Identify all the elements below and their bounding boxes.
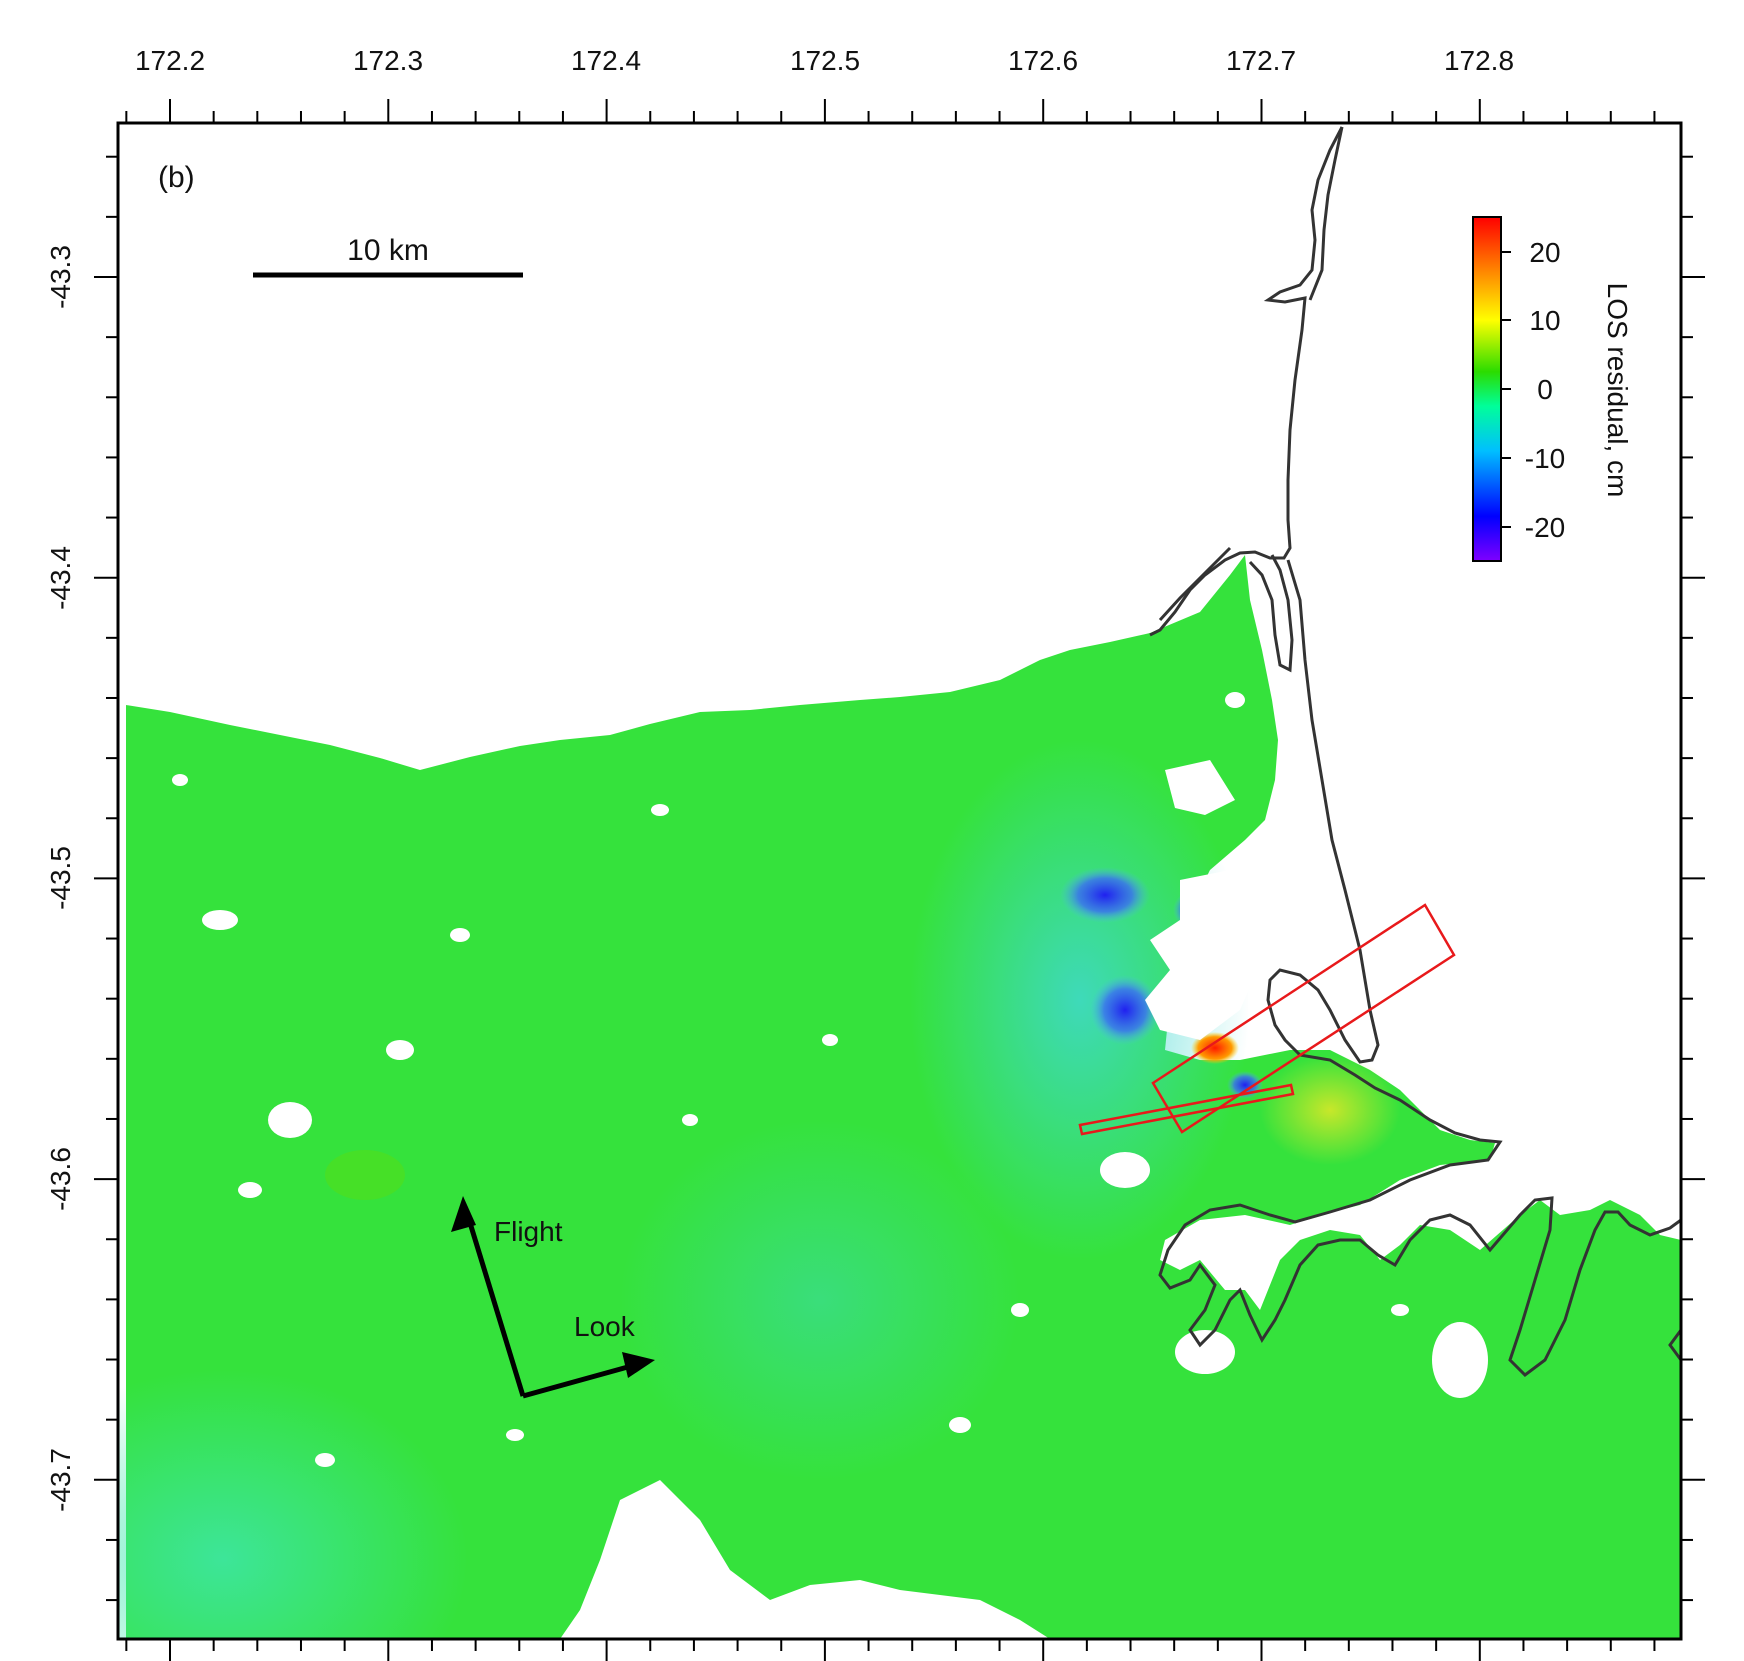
flight-arrow <box>464 1212 526 1397</box>
decorrelation-holes <box>172 692 1488 1467</box>
coastline <box>1149 126 1682 1377</box>
flight-look-arrows: Flight Look <box>451 1196 655 1399</box>
fault-plane-small <box>1078 1083 1295 1136</box>
x-tick-label: 172.8 <box>1444 45 1514 76</box>
colorbar-tick-label: 20 <box>1529 237 1560 268</box>
x-tick-label: 172.6 <box>1008 45 1078 76</box>
x-tick-labels: 172.2 172.3 172.4 172.5 172.6 172.7 172.… <box>135 45 1514 76</box>
colorbar-tick-label: 0 <box>1537 374 1553 405</box>
scale-bar: 10 km <box>253 234 523 278</box>
look-label: Look <box>574 1311 636 1342</box>
colorbar: 20 10 0 -10 -20 LOS residual, cm <box>1472 216 1633 562</box>
x-tick-label: 172.4 <box>571 45 641 76</box>
scale-bar-label: 10 km <box>347 234 429 267</box>
flight-arrow-head <box>451 1196 476 1232</box>
colorbar-title: LOS residual, cm <box>1602 283 1633 498</box>
y-tick-label: -43.4 <box>45 546 76 610</box>
colorbar-tick-label: 10 <box>1529 305 1560 336</box>
colorbar-ramp <box>1472 216 1502 562</box>
y-tick-label: -43.7 <box>45 1448 76 1512</box>
x-tick-label: 172.7 <box>1226 45 1296 76</box>
cyan-east-tint <box>910 740 1250 1260</box>
x-tick-label: 172.3 <box>353 45 423 76</box>
y-tick-labels: -43.3 -43.4 -43.5 -43.6 -43.7 <box>45 245 76 1512</box>
blue-patch-mid <box>1090 975 1160 1045</box>
y-tick-label: -43.3 <box>45 245 76 309</box>
coastline-inner <box>1158 126 1683 1361</box>
blue-patch-north <box>1060 867 1150 923</box>
y-tick-label: -43.5 <box>45 846 76 910</box>
residual-field <box>118 555 1681 1639</box>
fault-models <box>1078 903 1456 1136</box>
x-tick-label: 172.2 <box>135 45 205 76</box>
y-tick-label: -43.6 <box>45 1147 76 1211</box>
yellow-uplift-patch <box>1260 1055 1400 1165</box>
x-tick-label: 172.5 <box>790 45 860 76</box>
flight-label: Flight <box>494 1216 563 1247</box>
colorbar-tick-label: -10 <box>1525 443 1565 474</box>
red-uplift-patch <box>1191 1032 1239 1064</box>
plot-frame <box>116 121 1683 1641</box>
look-arrow <box>522 1362 636 1399</box>
panel-label: (b) <box>158 161 195 194</box>
axis-ticks <box>94 99 1705 1661</box>
colorbar-tick-label: -20 <box>1525 512 1565 543</box>
green-patch-west <box>325 1150 405 1200</box>
cyan-mid-tint <box>620 1120 1020 1480</box>
look-arrow-head <box>622 1352 655 1378</box>
